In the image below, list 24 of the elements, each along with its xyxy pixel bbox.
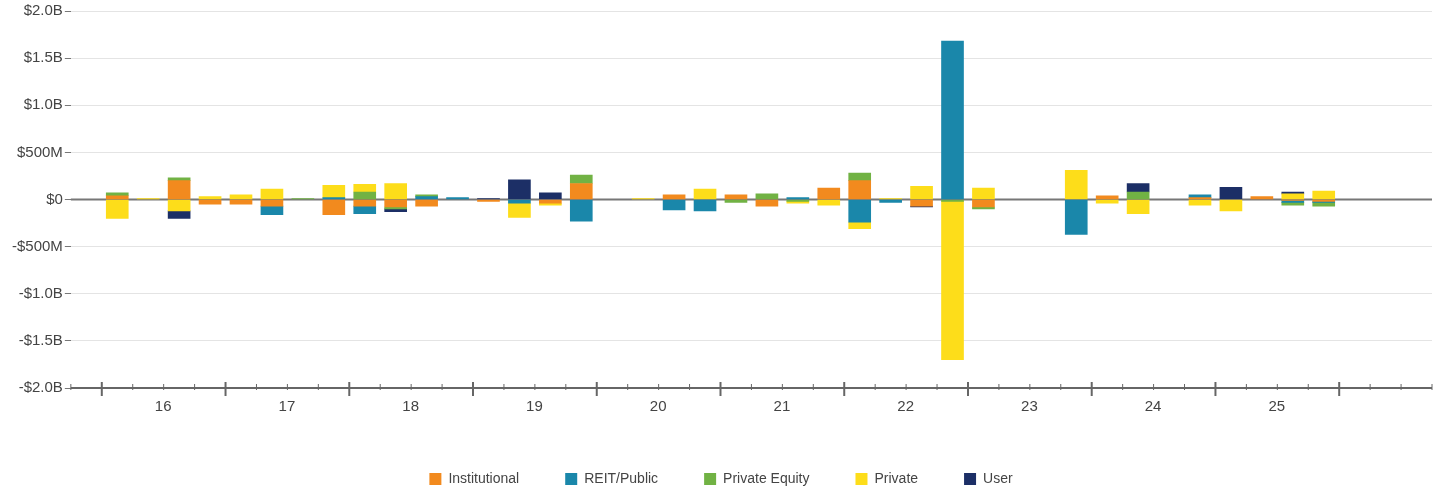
x-tick-label: 18 [402,397,420,415]
x-tick-label: 16 [154,397,172,415]
x-tick-label: 25 [1268,397,1286,415]
y-tick-label: $500M [16,142,63,160]
legend-label: Institutional [448,469,520,486]
y-tick-label: $0 [46,189,63,207]
x-tick-label: 22 [897,397,914,415]
x-tick-label: 17 [278,397,296,415]
legend-label: Private [874,469,919,486]
y-tick-label: -$2.0B [18,378,63,396]
y-tick-label: -$1.0B [18,283,63,301]
x-tick-label: 20 [649,397,667,415]
y-tick-label: -$1.5B [18,331,63,349]
legend-label: User [983,469,1013,486]
y-tick-label: $2.0B [23,1,63,19]
x-tick-label: 21 [773,397,791,415]
x-tick-label: 19 [526,397,543,415]
y-tick-label: $1.5B [23,48,63,66]
legend-label: REIT/Public [584,469,659,486]
y-tick-label: -$500M [12,236,63,254]
x-tick-label: 23 [1021,397,1038,415]
legend-label: Private Equity [723,469,810,486]
y-tick-label: $1.0B [23,95,63,113]
x-tick-label: 24 [1144,397,1162,415]
